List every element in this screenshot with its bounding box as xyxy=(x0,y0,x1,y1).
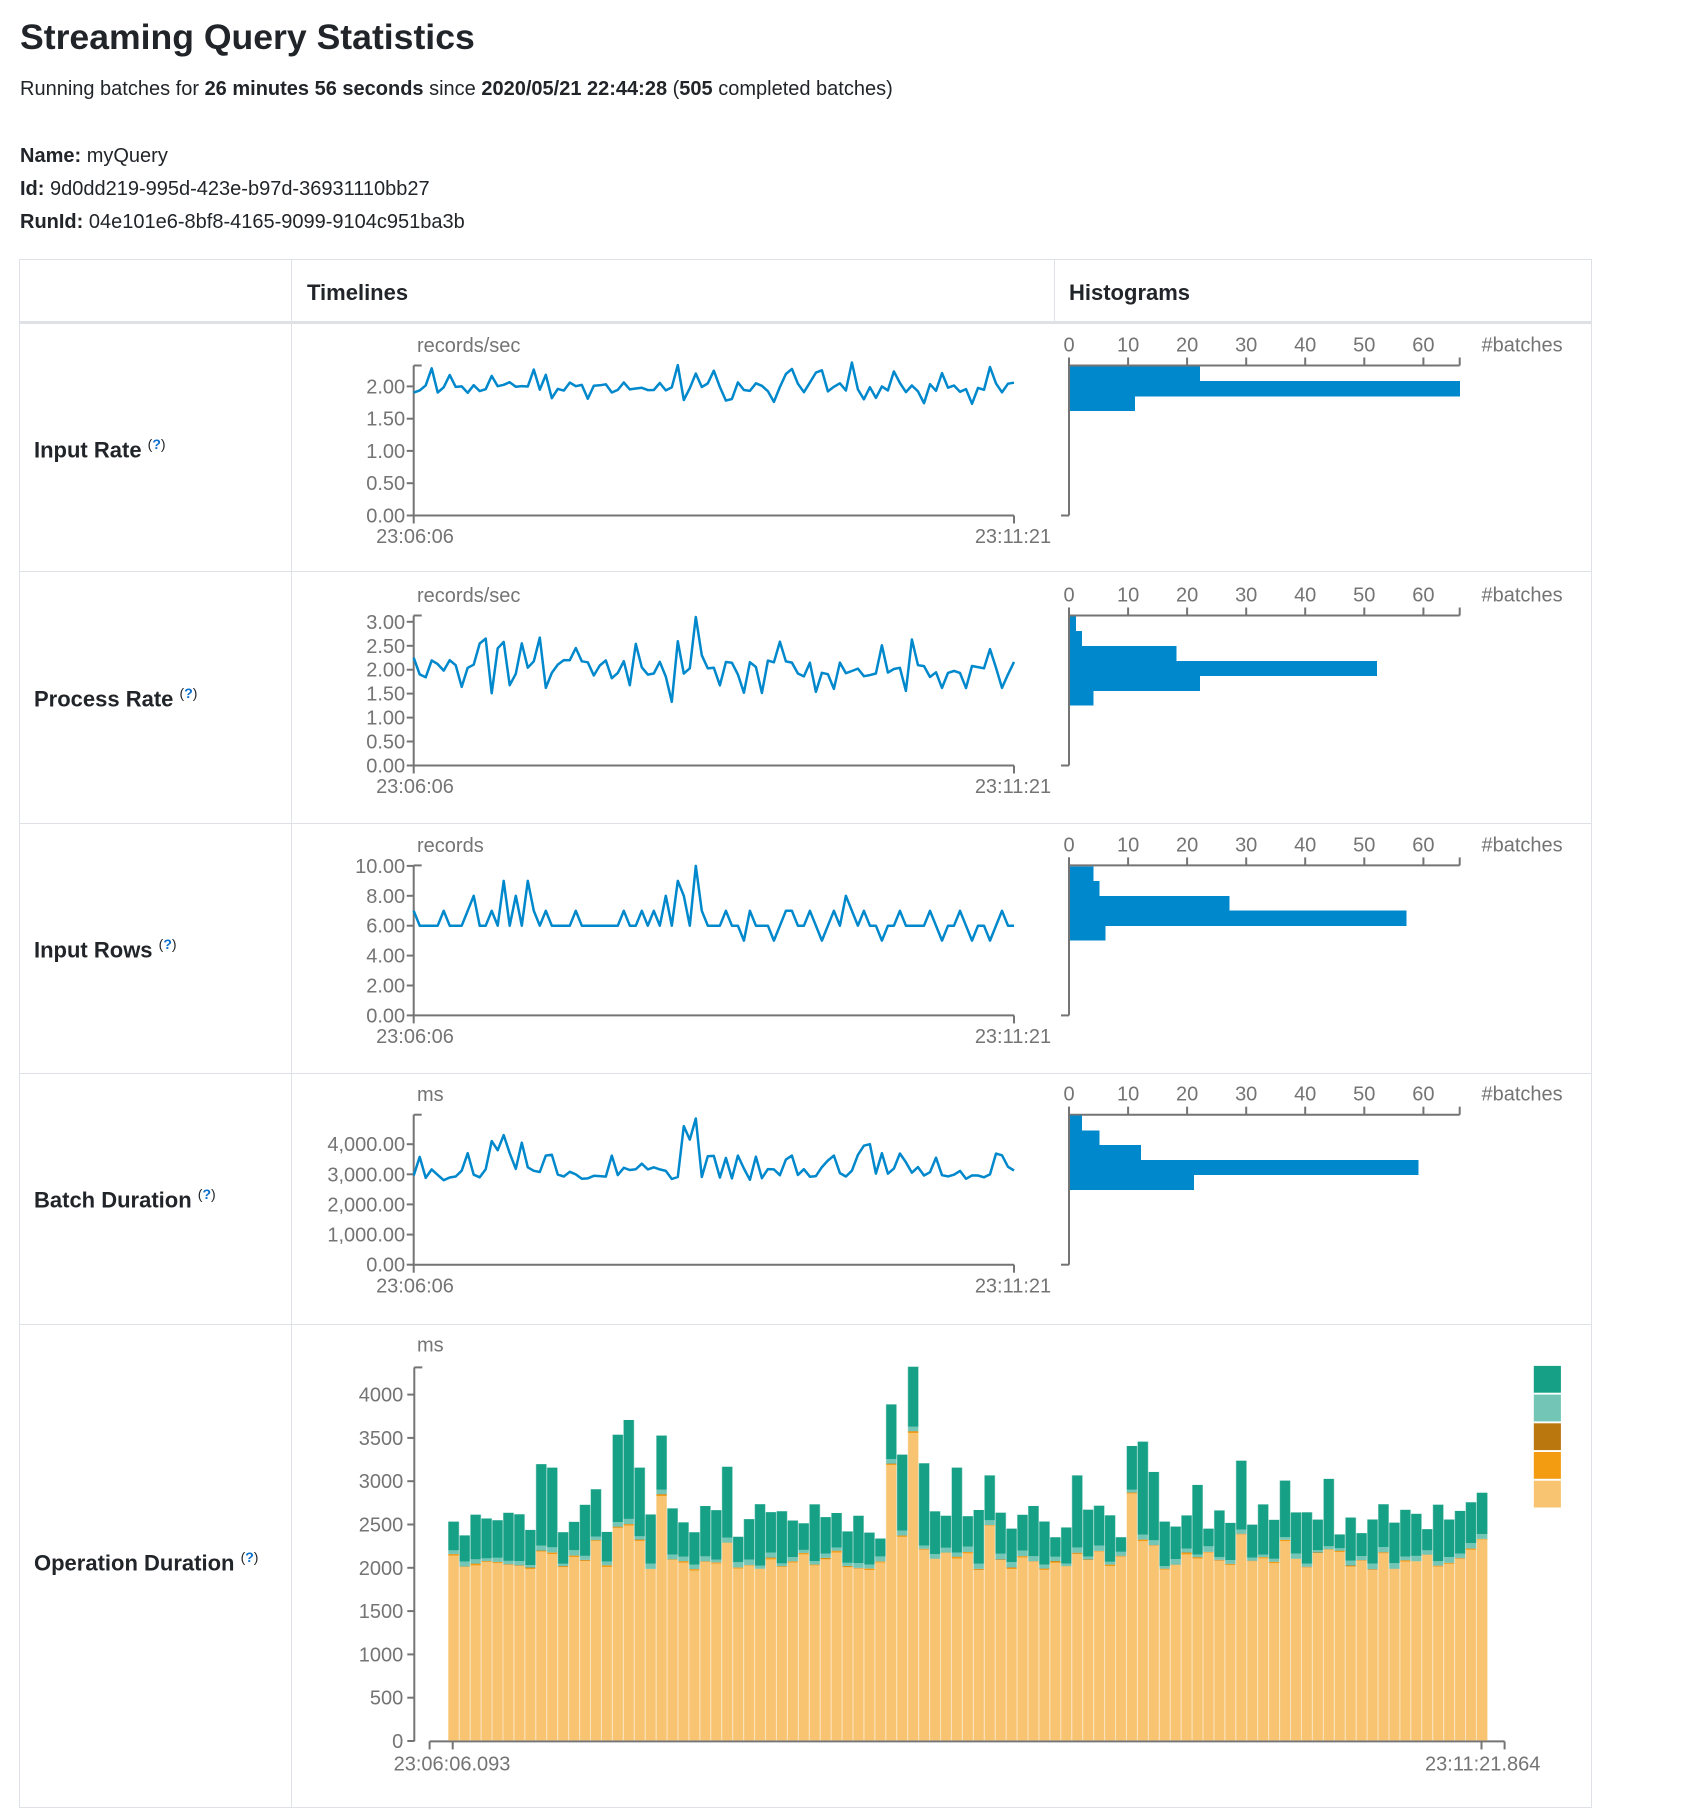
svg-text:40: 40 xyxy=(1294,585,1316,607)
svg-text:1.00: 1.00 xyxy=(366,441,405,463)
svg-text:23:11:21.864: 23:11:21.864 xyxy=(1425,1754,1540,1776)
svg-text:10: 10 xyxy=(1117,1084,1139,1106)
svg-text:#batches: #batches xyxy=(1482,1084,1563,1106)
svg-text:6.00: 6.00 xyxy=(366,916,405,938)
svg-text:0: 0 xyxy=(1063,335,1074,357)
svg-text:2.00: 2.00 xyxy=(366,376,405,398)
svg-text:4000: 4000 xyxy=(359,1385,404,1407)
svg-text:50: 50 xyxy=(1353,1084,1375,1106)
svg-text:20: 20 xyxy=(1176,834,1198,856)
svg-text:23:06:06.093: 23:06:06.093 xyxy=(394,1754,511,1776)
svg-text:1.50: 1.50 xyxy=(366,409,405,431)
svg-text:ms: ms xyxy=(417,1334,444,1356)
svg-text:60: 60 xyxy=(1412,834,1434,856)
svg-text:2.00: 2.00 xyxy=(366,976,405,998)
svg-text:20: 20 xyxy=(1176,1084,1198,1106)
svg-text:1.50: 1.50 xyxy=(366,684,405,706)
svg-text:2,000.00: 2,000.00 xyxy=(327,1194,405,1216)
svg-text:8.00: 8.00 xyxy=(366,886,405,908)
svg-text:2500: 2500 xyxy=(359,1515,404,1537)
svg-text:#batches: #batches xyxy=(1482,585,1563,607)
svg-text:0.00: 0.00 xyxy=(366,506,405,528)
svg-text:10: 10 xyxy=(1117,834,1139,856)
svg-text:30: 30 xyxy=(1235,335,1257,357)
svg-text:3,000.00: 3,000.00 xyxy=(327,1164,405,1186)
svg-text:records/sec: records/sec xyxy=(417,335,520,357)
svg-text:0: 0 xyxy=(1063,834,1074,856)
svg-text:2.50: 2.50 xyxy=(366,636,405,658)
svg-text:3000: 3000 xyxy=(359,1471,404,1493)
svg-text:23:11:21: 23:11:21 xyxy=(975,1026,1051,1048)
svg-text:0: 0 xyxy=(1063,1084,1074,1106)
svg-text:ms: ms xyxy=(417,1084,444,1106)
svg-text:30: 30 xyxy=(1235,1084,1257,1106)
svg-text:60: 60 xyxy=(1412,335,1434,357)
svg-text:10: 10 xyxy=(1117,585,1139,607)
svg-text:2000: 2000 xyxy=(359,1558,404,1580)
svg-text:20: 20 xyxy=(1176,335,1198,357)
svg-text:23:11:21: 23:11:21 xyxy=(975,1275,1051,1297)
svg-text:40: 40 xyxy=(1294,1084,1316,1106)
svg-text:0.00: 0.00 xyxy=(366,1005,405,1027)
svg-text:50: 50 xyxy=(1353,585,1375,607)
svg-text:20: 20 xyxy=(1176,585,1198,607)
svg-text:60: 60 xyxy=(1412,1084,1434,1106)
svg-text:30: 30 xyxy=(1235,585,1257,607)
svg-text:40: 40 xyxy=(1294,335,1316,357)
svg-text:3500: 3500 xyxy=(359,1428,404,1450)
svg-text:0.00: 0.00 xyxy=(366,756,405,778)
svg-text:23:06:06: 23:06:06 xyxy=(376,1026,454,1048)
svg-text:23:06:06: 23:06:06 xyxy=(376,526,454,548)
svg-text:60: 60 xyxy=(1412,585,1434,607)
svg-text:50: 50 xyxy=(1353,834,1375,856)
svg-text:1,000.00: 1,000.00 xyxy=(327,1225,405,1247)
svg-text:3.00: 3.00 xyxy=(366,612,405,634)
svg-text:23:11:21: 23:11:21 xyxy=(975,526,1051,548)
svg-text:records/sec: records/sec xyxy=(417,585,520,607)
svg-text:23:06:06: 23:06:06 xyxy=(376,1275,454,1297)
svg-text:0: 0 xyxy=(392,1731,403,1753)
svg-text:0.50: 0.50 xyxy=(366,732,405,754)
svg-text:1000: 1000 xyxy=(359,1644,404,1666)
svg-text:1.00: 1.00 xyxy=(366,708,405,730)
svg-text:0.00: 0.00 xyxy=(366,1255,405,1277)
svg-text:500: 500 xyxy=(370,1688,403,1710)
svg-text:records: records xyxy=(417,835,484,857)
svg-text:40: 40 xyxy=(1294,834,1316,856)
svg-text:4,000.00: 4,000.00 xyxy=(327,1134,405,1156)
svg-text:23:11:21: 23:11:21 xyxy=(975,776,1051,798)
svg-text:4.00: 4.00 xyxy=(366,946,405,968)
svg-text:30: 30 xyxy=(1235,834,1257,856)
svg-text:23:06:06: 23:06:06 xyxy=(376,776,454,798)
svg-text:1500: 1500 xyxy=(359,1601,404,1623)
svg-text:0: 0 xyxy=(1063,585,1074,607)
svg-text:#batches: #batches xyxy=(1482,335,1563,357)
svg-text:#batches: #batches xyxy=(1482,834,1563,856)
svg-text:0.50: 0.50 xyxy=(366,473,405,495)
svg-text:50: 50 xyxy=(1353,335,1375,357)
svg-text:10.00: 10.00 xyxy=(355,856,405,878)
svg-text:10: 10 xyxy=(1117,335,1139,357)
svg-text:2.00: 2.00 xyxy=(366,660,405,682)
